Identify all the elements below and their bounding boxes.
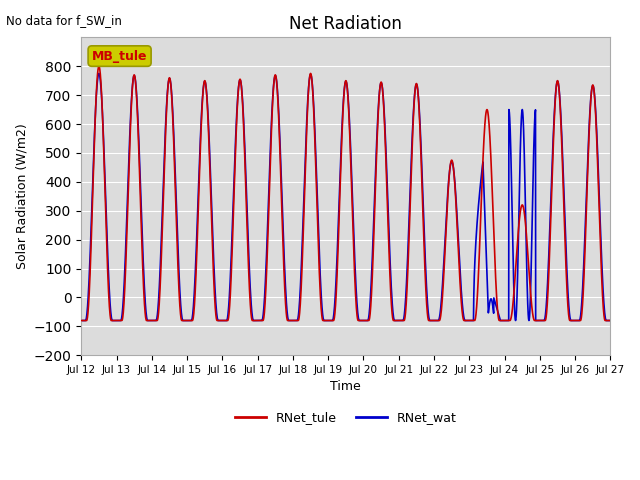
RNet_tule bbox=[413, 86, 421, 92]
Text: MB_tule: MB_tule bbox=[92, 49, 147, 62]
RNet_tule bbox=[95, 63, 103, 69]
RNet_tule bbox=[526, 278, 534, 284]
RNet_wat bbox=[186, 318, 194, 324]
Line: RNet_tule: RNet_tule bbox=[81, 66, 611, 321]
Title: Net Radiation: Net Radiation bbox=[289, 15, 403, 33]
RNet_wat bbox=[494, 309, 502, 315]
X-axis label: Time: Time bbox=[330, 381, 361, 394]
Legend: RNet_tule, RNet_wat: RNet_tule, RNet_wat bbox=[230, 406, 462, 429]
RNet_tule bbox=[77, 318, 85, 324]
Line: RNet_wat: RNet_wat bbox=[81, 73, 611, 321]
RNet_wat bbox=[607, 318, 614, 324]
RNet_wat bbox=[77, 318, 85, 324]
RNet_tule bbox=[186, 318, 194, 324]
RNet_tule bbox=[460, 318, 468, 324]
RNet_wat bbox=[526, 311, 534, 317]
RNet_wat bbox=[460, 316, 468, 322]
RNet_wat bbox=[601, 310, 609, 316]
RNet_tule bbox=[494, 312, 502, 317]
RNet_wat bbox=[95, 71, 103, 76]
RNet_tule bbox=[607, 318, 614, 324]
RNet_wat bbox=[413, 85, 421, 91]
Y-axis label: Solar Radiation (W/m2): Solar Radiation (W/m2) bbox=[15, 123, 28, 269]
RNet_tule bbox=[601, 317, 609, 323]
Text: No data for f_SW_in: No data for f_SW_in bbox=[6, 14, 122, 27]
